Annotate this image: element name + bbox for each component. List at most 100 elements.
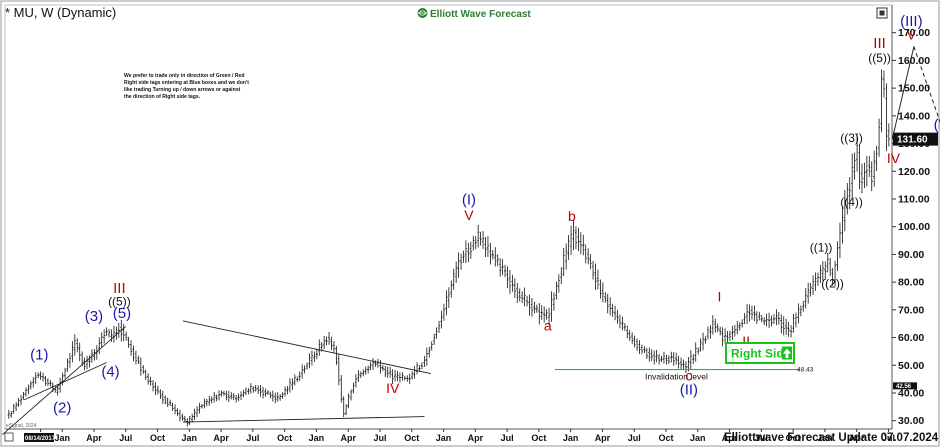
- y-tick-label: 110.00: [898, 193, 930, 205]
- axis-marker-label: 42.56: [896, 384, 912, 390]
- x-tick-label: Oct: [531, 433, 546, 443]
- wave-label: ((2)): [821, 277, 844, 291]
- wave-labels: (1)(2)(3)(4)(5)((5))IIIIV(I)Vabc(II)III(…: [30, 13, 940, 417]
- wave-label: III: [113, 280, 126, 297]
- wave-label: II: [742, 333, 750, 349]
- x-tick-label: Jan: [563, 433, 579, 443]
- x-tick-label: Apr: [340, 433, 356, 443]
- y-tick-label: 60.00: [898, 332, 924, 344]
- x-tick-label: Apr: [849, 433, 865, 443]
- right-side-label: Right Side: [731, 347, 791, 361]
- wave-label: V: [907, 27, 917, 43]
- trendline: [2, 326, 127, 435]
- y-tick-label: 150.00: [898, 83, 930, 95]
- y-tick-label: 70.00: [898, 304, 924, 316]
- trendlines: [2, 320, 431, 435]
- wave-label: (2): [53, 399, 71, 416]
- x-tick-label: Jan: [690, 433, 706, 443]
- wave-label: a: [544, 318, 552, 334]
- y-tick-label: 40.00: [898, 387, 924, 399]
- right-side-tag[interactable]: Right Side: [725, 342, 795, 364]
- wave-label: (5): [113, 305, 131, 322]
- trendline: [23, 362, 107, 401]
- projection-segment: [913, 46, 940, 124]
- note-line-2: Right side tags entering at Blue boxes a…: [124, 80, 249, 86]
- x-tick-label: Jan: [54, 433, 70, 443]
- start-date-box: [24, 433, 54, 442]
- note-line-1: We prefer to trade only in direction of …: [124, 73, 244, 79]
- wave-label: ((5)): [108, 295, 131, 309]
- start-date: 08/14/2017: [25, 436, 56, 442]
- price-bars: [7, 69, 891, 427]
- wave-label: (3): [85, 308, 103, 325]
- x-tick-label: Jul: [882, 433, 895, 443]
- wave-label: ((4)): [840, 195, 863, 209]
- x-tick-label: Jan: [309, 433, 325, 443]
- y-tick-label: 160.00: [898, 55, 930, 67]
- x-tick-label: Jul: [628, 433, 641, 443]
- x-tick-label: Apr: [595, 433, 611, 443]
- note-line-4: the direction of Right side tags.: [124, 94, 201, 100]
- trendline: [182, 320, 431, 375]
- update-footer: Elliottwave Forecast Update 07.07.2024: [724, 432, 939, 444]
- wave-label: c: [685, 368, 692, 384]
- wave-label: V: [464, 207, 474, 223]
- x-tick-label: Jul: [755, 433, 768, 443]
- scroll-left-icon[interactable]: [4, 432, 14, 442]
- projection-path: [891, 46, 940, 140]
- x-tick-label: Oct: [404, 433, 419, 443]
- x-tick-label: Jul: [246, 433, 259, 443]
- x-tick-label: Jul: [501, 433, 514, 443]
- brand-name: Elliott Wave Forecast: [430, 9, 531, 20]
- wave-label: IV: [887, 150, 901, 166]
- last-price-tag: 131.60: [893, 132, 938, 146]
- note-line-3: like trading Turning up / down arrows or…: [124, 87, 241, 93]
- y-ticks: 30.00 40.00 50.00 60.00 70.00 80.00 90.00 100.0…: [892, 27, 930, 427]
- wave-label: III: [873, 35, 886, 52]
- esignal-credit: eSignal, 2024: [6, 423, 37, 429]
- wave-label: ((1)): [810, 241, 833, 255]
- wave-label: (IV): [934, 117, 940, 134]
- y-tick-label: 140.00: [898, 110, 930, 122]
- projection-segment: [891, 46, 915, 140]
- x-tick-label: Jul: [119, 433, 132, 443]
- trendline: [182, 416, 425, 423]
- x-tick-label: Apr: [86, 433, 102, 443]
- x-tick-label: Jan: [817, 433, 833, 443]
- up-arrow-icon: [783, 348, 791, 358]
- wave-label: (4): [101, 363, 119, 380]
- y-tick-label: 50.00: [898, 360, 924, 372]
- wave-label: ((3)): [840, 131, 863, 145]
- wave-label: (1): [30, 347, 48, 364]
- wave-label: I: [717, 289, 721, 305]
- axis-marker: 42.56: [893, 382, 917, 390]
- x-tick-label: Oct: [277, 433, 292, 443]
- x-tick-label: Jul: [373, 433, 386, 443]
- wave-label: (I): [462, 192, 476, 209]
- y-tick-label: 30.00: [898, 415, 924, 427]
- wave-label: (II): [680, 381, 698, 398]
- window-menu-icon[interactable]: [876, 7, 888, 19]
- invalidation-label: Invalidation level: [645, 372, 708, 382]
- x-tick-label: Oct: [150, 433, 165, 443]
- y-tick-label: 80.00: [898, 277, 924, 289]
- trading-note: We prefer to trade only in direction of …: [124, 73, 249, 100]
- last-price-label: 131.60: [897, 135, 928, 146]
- x-tick-label: Jan: [182, 433, 198, 443]
- invalidation-value: 48.43: [797, 367, 814, 374]
- x-tick-label: Apr: [468, 433, 484, 443]
- chart-title: * MU, W (Dynamic): [5, 5, 116, 20]
- x-tick-label: Jan: [436, 433, 452, 443]
- y-tick-label: 90.00: [898, 249, 924, 261]
- x-tick-label: Apr: [213, 433, 229, 443]
- y-tick-label: 170.00: [898, 27, 930, 39]
- x-tick-label: Apr: [722, 433, 738, 443]
- x-tick-label: Oct: [786, 433, 801, 443]
- wave-label: b: [568, 208, 576, 224]
- wave-label: (III): [900, 13, 923, 30]
- wave-label: ((5)): [868, 51, 891, 65]
- wave-label: IV: [386, 380, 400, 396]
- y-tick-label: 120.00: [898, 166, 930, 178]
- x-tick-label: Oct: [658, 433, 673, 443]
